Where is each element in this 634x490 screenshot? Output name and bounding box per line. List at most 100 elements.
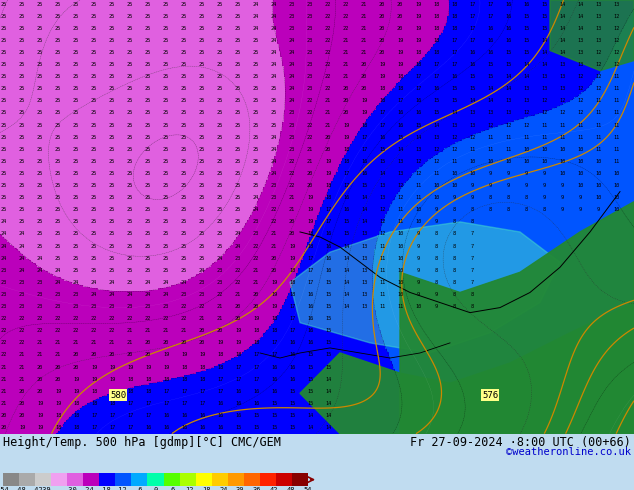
Text: 23: 23 [271, 183, 277, 188]
Text: 25: 25 [199, 183, 205, 188]
Text: 16: 16 [469, 50, 475, 55]
Text: 24: 24 [145, 280, 151, 285]
Text: 8: 8 [453, 220, 456, 224]
Text: 10: 10 [415, 207, 421, 212]
Text: 8: 8 [453, 292, 456, 297]
Text: 18: 18 [397, 86, 403, 91]
Text: 15: 15 [325, 352, 331, 358]
Text: 22: 22 [19, 328, 25, 333]
Text: 25: 25 [253, 147, 259, 152]
Text: 25: 25 [127, 38, 133, 43]
Text: 9: 9 [507, 171, 510, 176]
Text: 25: 25 [163, 50, 169, 55]
Bar [276, 473, 292, 486]
Text: 24: 24 [271, 159, 277, 164]
Text: 21: 21 [19, 365, 25, 369]
Text: 16: 16 [379, 135, 385, 140]
Text: 22: 22 [343, 14, 349, 19]
Text: 25: 25 [91, 256, 97, 261]
Text: 25: 25 [253, 86, 259, 91]
Text: 25: 25 [37, 135, 43, 140]
Text: 16: 16 [271, 377, 277, 382]
Text: 25: 25 [217, 147, 223, 152]
Text: 21: 21 [307, 147, 313, 152]
Text: 16: 16 [505, 26, 511, 31]
Text: 12: 12 [595, 86, 601, 91]
Text: 18: 18 [109, 389, 115, 394]
Text: 8: 8 [470, 207, 474, 212]
Text: 25: 25 [19, 1, 25, 6]
Text: 23: 23 [73, 292, 79, 297]
Text: 16: 16 [487, 26, 493, 31]
Text: 25: 25 [145, 50, 151, 55]
Text: 8: 8 [470, 304, 474, 309]
Text: 23: 23 [307, 26, 313, 31]
Text: 25: 25 [91, 86, 97, 91]
Text: 25: 25 [55, 171, 61, 176]
Text: 17: 17 [289, 328, 295, 333]
Text: 22: 22 [217, 292, 223, 297]
Text: 18: 18 [433, 26, 439, 31]
Text: 25: 25 [91, 50, 97, 55]
Text: 25: 25 [235, 38, 241, 43]
Text: 16: 16 [235, 413, 241, 418]
Polygon shape [400, 202, 634, 434]
Text: 25: 25 [1, 62, 7, 67]
Text: 25: 25 [109, 62, 115, 67]
Text: 19: 19 [235, 328, 241, 333]
Text: 17: 17 [307, 280, 313, 285]
Text: 15: 15 [307, 377, 313, 382]
Text: 10: 10 [487, 159, 493, 164]
Text: 17: 17 [271, 341, 277, 345]
Text: 20: 20 [361, 86, 367, 91]
Text: 12: 12 [613, 50, 619, 55]
Text: 9: 9 [543, 195, 546, 200]
Polygon shape [290, 222, 560, 353]
Text: 15: 15 [487, 74, 493, 79]
Bar [19, 473, 35, 486]
Text: 8: 8 [434, 244, 437, 248]
Text: 19: 19 [163, 365, 169, 369]
Text: 25: 25 [73, 256, 79, 261]
Text: 16: 16 [289, 377, 295, 382]
Text: 25: 25 [109, 159, 115, 164]
Bar [100, 473, 115, 486]
Text: 10: 10 [577, 147, 583, 152]
Text: 15: 15 [325, 328, 331, 333]
Text: 22: 22 [37, 328, 43, 333]
Text: 16: 16 [361, 171, 367, 176]
Text: 25: 25 [181, 26, 187, 31]
Text: 25: 25 [271, 86, 277, 91]
Text: 17: 17 [109, 425, 115, 430]
Text: 21: 21 [55, 341, 61, 345]
Text: 25: 25 [109, 50, 115, 55]
Text: 12: 12 [379, 220, 385, 224]
Text: 15: 15 [361, 183, 367, 188]
Text: 18: 18 [91, 389, 97, 394]
Text: 19: 19 [127, 365, 133, 369]
Text: 25: 25 [217, 231, 223, 237]
Text: 25: 25 [1, 195, 7, 200]
Text: 25: 25 [253, 159, 259, 164]
Text: 21: 21 [163, 328, 169, 333]
Text: 20: 20 [397, 14, 403, 19]
Text: 21: 21 [253, 268, 259, 273]
Text: 10: 10 [415, 220, 421, 224]
Text: 19: 19 [415, 1, 421, 6]
Text: 12: 12 [185, 487, 193, 490]
Text: 21: 21 [127, 328, 133, 333]
Text: 24: 24 [253, 1, 259, 6]
Text: 15: 15 [289, 389, 295, 394]
Text: 25: 25 [1, 110, 7, 116]
Text: 21: 21 [199, 316, 205, 321]
Text: 23: 23 [19, 292, 25, 297]
Text: 25: 25 [1, 122, 7, 127]
Text: 18: 18 [433, 50, 439, 55]
Text: 15: 15 [541, 1, 547, 6]
Text: 18: 18 [145, 389, 151, 394]
Text: 25: 25 [37, 183, 43, 188]
Text: 25: 25 [37, 220, 43, 224]
Text: 17: 17 [307, 268, 313, 273]
Text: 20: 20 [271, 256, 277, 261]
Text: 25: 25 [181, 207, 187, 212]
